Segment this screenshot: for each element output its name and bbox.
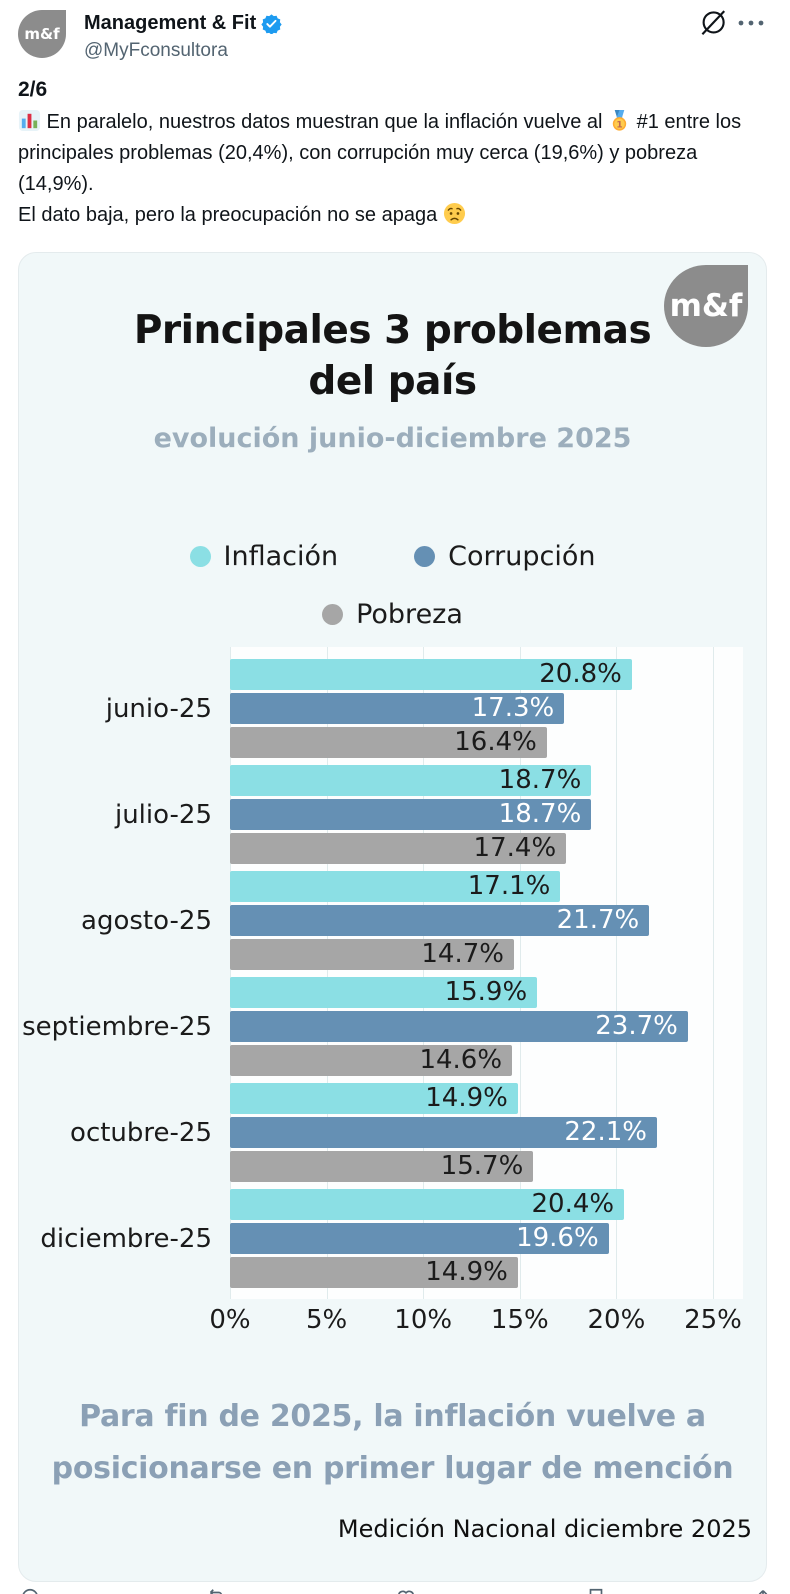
action-bar <box>0 1587 790 1594</box>
gridline <box>423 647 425 1299</box>
bar-value-label: 14.9% <box>425 1257 508 1287</box>
chart-subtitle: evolución junio-diciembre 2025 <box>153 423 632 454</box>
bar: 18.7% <box>230 799 592 830</box>
bar: 18.7% <box>230 765 592 796</box>
bar-value-label: 16.4% <box>454 727 537 757</box>
x-tick-label: 10% <box>394 1305 453 1335</box>
gridline <box>713 647 714 1299</box>
x-tick-label: 0% <box>209 1305 251 1335</box>
avatar[interactable]: m&f <box>18 10 66 58</box>
bar: 20.4% <box>230 1189 625 1220</box>
legend-label: Inflación <box>223 541 339 572</box>
more-icon[interactable] <box>736 13 766 33</box>
chart-title: Principales 3 problemas del país <box>133 308 652 405</box>
legend-label: Pobreza <box>356 599 463 630</box>
bar: 15.9% <box>230 977 538 1008</box>
bar: 16.4% <box>230 727 547 758</box>
bar-value-label: 14.6% <box>419 1045 503 1075</box>
gridline <box>519 647 521 1299</box>
bar: 20.8% <box>230 659 632 690</box>
category-label: junio-25 <box>105 693 212 724</box>
bar-value-label: 20.8% <box>539 659 622 689</box>
repost-icon[interactable] <box>205 1587 227 1594</box>
tweet-text-segment: #1 entre los principales problemas (20,4… <box>18 111 742 226</box>
category-label: agosto-25 <box>81 905 212 936</box>
bar-value-label: 21.7% <box>556 905 640 935</box>
bar-value-label: 17.1% <box>467 871 551 901</box>
legend-item: Inflación <box>189 541 339 572</box>
bar-value-label: 15.9% <box>444 977 528 1007</box>
share-icon[interactable] <box>752 1587 774 1594</box>
takeaway-text: Para fin de 2025, la inflación vuelve a … <box>51 1399 734 1486</box>
bar: 23.7% <box>230 1011 688 1042</box>
grok-icon[interactable] <box>698 8 728 38</box>
bar: 15.7% <box>230 1151 534 1182</box>
gridline <box>616 647 618 1299</box>
worried-face-emoji <box>443 202 466 225</box>
legend-row-1: Inflación Corrupción <box>19 541 766 572</box>
chart-card[interactable]: m&f Principales 3 problemas del país evo… <box>18 252 767 1582</box>
reply-icon[interactable] <box>20 1587 42 1594</box>
bar-value-label: 22.1% <box>564 1117 647 1147</box>
verified-badge-icon <box>261 14 282 34</box>
bar: 22.1% <box>230 1117 657 1148</box>
legend-dot <box>189 546 211 567</box>
author-row[interactable]: Management & Fit <box>84 12 282 35</box>
page-indicator: 2/6 <box>18 78 48 101</box>
x-tick-label: 5% <box>305 1305 348 1335</box>
legend-item: Corrupción <box>414 541 595 572</box>
x-tick-label: 15% <box>490 1305 549 1335</box>
category-label: octubre-25 <box>70 1117 212 1148</box>
bar-value-label: 17.3% <box>471 693 555 723</box>
bar-value-label: 20.4% <box>531 1189 615 1219</box>
gridline <box>230 647 231 1299</box>
bar: 21.7% <box>230 905 650 936</box>
bar: 17.3% <box>230 693 565 724</box>
bookmark-icon[interactable] <box>585 1587 607 1594</box>
tweet-body: En paralelo, nuestros datos muestran que… <box>18 107 766 231</box>
avatar-text: m&f <box>24 25 60 43</box>
category-label: diciembre-25 <box>40 1223 212 1254</box>
tweet-text-segment: En paralelo, nuestros datos muestran que… <box>41 111 609 133</box>
legend-dot <box>414 546 436 567</box>
handle[interactable]: @MyFconsultora <box>84 40 228 61</box>
bar: 14.7% <box>230 939 514 970</box>
bar-value-label: 14.9% <box>425 1083 508 1113</box>
bar: 19.6% <box>230 1223 609 1254</box>
source-text: Medición Nacional diciembre 2025 <box>337 1515 752 1543</box>
legend-dot <box>322 604 344 625</box>
bar-value-label: 17.4% <box>473 833 557 863</box>
bar: 14.9% <box>230 1083 518 1114</box>
category-label: julio-25 <box>114 799 212 830</box>
legend-row-2: Pobreza <box>19 599 766 630</box>
legend-label: Corrupción <box>448 541 596 572</box>
mf-logo-text: m&f <box>669 288 743 324</box>
x-tick-label: 25% <box>684 1305 742 1335</box>
display-name[interactable]: Management & Fit <box>84 12 257 34</box>
bar: 17.1% <box>230 871 561 902</box>
bar-chart-emoji <box>18 109 41 132</box>
bar: 14.6% <box>230 1045 513 1076</box>
gold-medal-emoji: 1 <box>608 109 631 132</box>
bar-value-label: 23.7% <box>595 1011 678 1041</box>
like-icon[interactable] <box>395 1587 417 1594</box>
svg-text:1: 1 <box>616 120 622 130</box>
bar-value-label: 18.7% <box>498 765 582 795</box>
bar-value-label: 14.7% <box>421 939 504 969</box>
category-label: septiembre-25 <box>22 1011 212 1042</box>
bar-value-label: 18.7% <box>498 799 582 829</box>
legend-item: Pobreza <box>322 599 463 630</box>
x-tick-label: 20% <box>587 1305 646 1335</box>
bar-value-label: 15.7% <box>440 1151 524 1181</box>
mf-logo: m&f <box>664 265 748 347</box>
bar-value-label: 19.6% <box>516 1223 599 1253</box>
bar: 17.4% <box>230 833 567 864</box>
bar: 14.9% <box>230 1257 518 1288</box>
gridline <box>326 647 328 1299</box>
